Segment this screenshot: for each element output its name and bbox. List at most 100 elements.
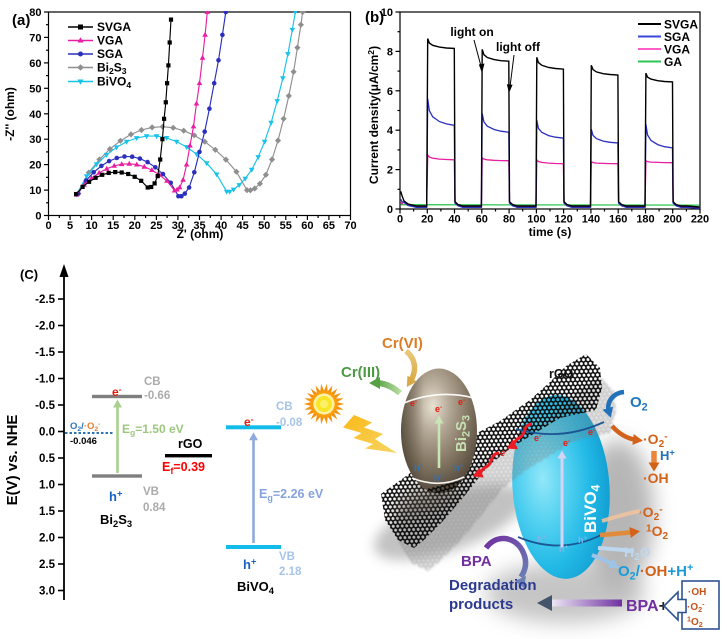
svg-text:h+: h+	[454, 463, 464, 473]
svg-text:20: 20	[129, 220, 141, 232]
svg-text:h+: h+	[559, 544, 569, 554]
svg-text:4: 4	[387, 125, 394, 137]
svg-text:O2/·O2-: O2/·O2-	[70, 421, 100, 433]
svg-text:30: 30	[29, 134, 41, 146]
svg-text:80: 80	[29, 7, 41, 19]
svg-text:Cr(VI): Cr(VI)	[382, 335, 423, 352]
svg-text:0: 0	[45, 220, 51, 232]
svg-text:180: 180	[636, 214, 654, 226]
svg-text:40: 40	[215, 220, 227, 232]
svg-text:1O2: 1O2	[687, 615, 703, 630]
svg-text:e-: e-	[112, 384, 122, 399]
svg-text:·O2-: ·O2-	[687, 600, 705, 615]
svg-text:rGO: rGO	[178, 437, 203, 451]
svg-text:10: 10	[381, 7, 393, 19]
svg-text:220: 220	[691, 214, 709, 226]
svg-text:-Z'' (ohm): -Z'' (ohm)	[3, 87, 17, 141]
svg-text:Ef=0.39: Ef=0.39	[162, 460, 205, 476]
svg-text:2.0: 2.0	[39, 533, 55, 545]
svg-text:e-: e-	[534, 433, 541, 443]
svg-text:VB: VB	[279, 551, 295, 563]
svg-text:light on: light on	[450, 25, 493, 39]
svg-text:2.5: 2.5	[39, 559, 56, 571]
svg-text:SVGA: SVGA	[97, 20, 131, 34]
svg-text:VGA: VGA	[97, 34, 123, 48]
svg-text:200: 200	[664, 214, 682, 226]
svg-text:-0.5: -0.5	[35, 400, 55, 412]
svg-text:70: 70	[344, 220, 356, 232]
svg-text:Eg=2.26 eV: Eg=2.26 eV	[259, 487, 324, 503]
svg-text:3.0: 3.0	[39, 586, 55, 598]
svg-text:1O2: 1O2	[646, 523, 669, 542]
svg-text:e-: e-	[588, 427, 595, 437]
svg-text:15: 15	[107, 220, 119, 232]
svg-text:60: 60	[301, 220, 313, 232]
svg-text:10: 10	[85, 220, 97, 232]
svg-text:e-: e-	[563, 438, 570, 448]
svg-text:20: 20	[421, 214, 433, 226]
svg-text:·OH: ·OH	[688, 587, 706, 598]
svg-text:-2.5: -2.5	[35, 294, 55, 306]
svg-text:SGA: SGA	[97, 47, 123, 61]
svg-text:h+: h+	[578, 535, 588, 545]
svg-text:-1.0: -1.0	[35, 374, 55, 386]
svg-text:0: 0	[35, 211, 41, 223]
svg-text:45: 45	[236, 220, 248, 232]
svg-text:60: 60	[29, 58, 41, 70]
svg-text:20: 20	[29, 160, 41, 172]
svg-text:1.0: 1.0	[39, 480, 55, 492]
svg-text:E(V) vs. NHE: E(V) vs. NHE	[4, 415, 21, 506]
svg-text:2.18: 2.18	[279, 566, 302, 578]
svg-text:h+: h+	[537, 534, 547, 544]
svg-text:·OH: ·OH	[643, 470, 669, 486]
svg-text:time (s): time (s)	[529, 225, 572, 239]
svg-text:e-: e-	[500, 448, 507, 458]
svg-text:Eg=1.50 eV: Eg=1.50 eV	[122, 422, 184, 438]
svg-text:50: 50	[258, 220, 270, 232]
svg-text:120: 120	[554, 214, 572, 226]
svg-text:BiVO4: BiVO4	[97, 75, 131, 91]
svg-text:0.84: 0.84	[143, 502, 166, 514]
svg-text:Cr(III): Cr(III)	[341, 364, 380, 381]
svg-text:5: 5	[67, 220, 73, 232]
svg-text:h+: h+	[243, 556, 257, 572]
svg-text:30: 30	[172, 220, 184, 232]
svg-text:(a): (a)	[12, 12, 30, 29]
svg-text:Z' (ohm): Z' (ohm)	[177, 227, 224, 241]
svg-text:80: 80	[503, 214, 515, 226]
svg-text:-0.046: -0.046	[70, 436, 97, 447]
svg-text:·O2-: ·O2-	[638, 504, 663, 523]
svg-text:35: 35	[193, 220, 205, 232]
svg-text:(C): (C)	[20, 267, 38, 282]
svg-text:Bi2S3: Bi2S3	[97, 61, 127, 77]
svg-text:8: 8	[387, 46, 393, 58]
svg-text:h+: h+	[434, 473, 444, 483]
svg-text:BiVO4: BiVO4	[581, 484, 603, 533]
svg-text:BPA: BPA	[461, 553, 492, 570]
svg-text:O2/·OH+H+: O2/·OH+H+	[618, 562, 693, 582]
svg-text:BPA+: BPA+	[626, 598, 668, 615]
svg-text:H+: H+	[660, 447, 675, 463]
svg-text:·O2-: ·O2-	[643, 431, 668, 450]
svg-text:BiVO4: BiVO4	[237, 579, 275, 596]
svg-text:25: 25	[150, 220, 162, 232]
svg-text:Degradation: Degradation	[449, 577, 537, 594]
svg-text:products: products	[449, 596, 513, 613]
svg-text:-1.5: -1.5	[35, 347, 55, 359]
svg-text:h+: h+	[109, 488, 123, 504]
svg-text:1.5: 1.5	[39, 506, 56, 518]
svg-text:e-: e-	[410, 398, 417, 408]
svg-text:100: 100	[527, 214, 545, 226]
svg-text:0: 0	[397, 214, 403, 226]
svg-text:40: 40	[448, 214, 460, 226]
svg-text:GA: GA	[664, 55, 682, 69]
svg-text:Current density(μA/cm2): Current density(μA/cm2)	[366, 46, 381, 184]
svg-text:65: 65	[323, 220, 335, 232]
svg-text:6: 6	[387, 86, 393, 98]
svg-text:2: 2	[387, 165, 393, 177]
svg-text:40: 40	[29, 109, 41, 121]
svg-text:55: 55	[280, 220, 292, 232]
svg-text:O2: O2	[630, 394, 648, 413]
svg-text:h+: h+	[414, 463, 424, 473]
svg-text:light off: light off	[496, 40, 541, 54]
